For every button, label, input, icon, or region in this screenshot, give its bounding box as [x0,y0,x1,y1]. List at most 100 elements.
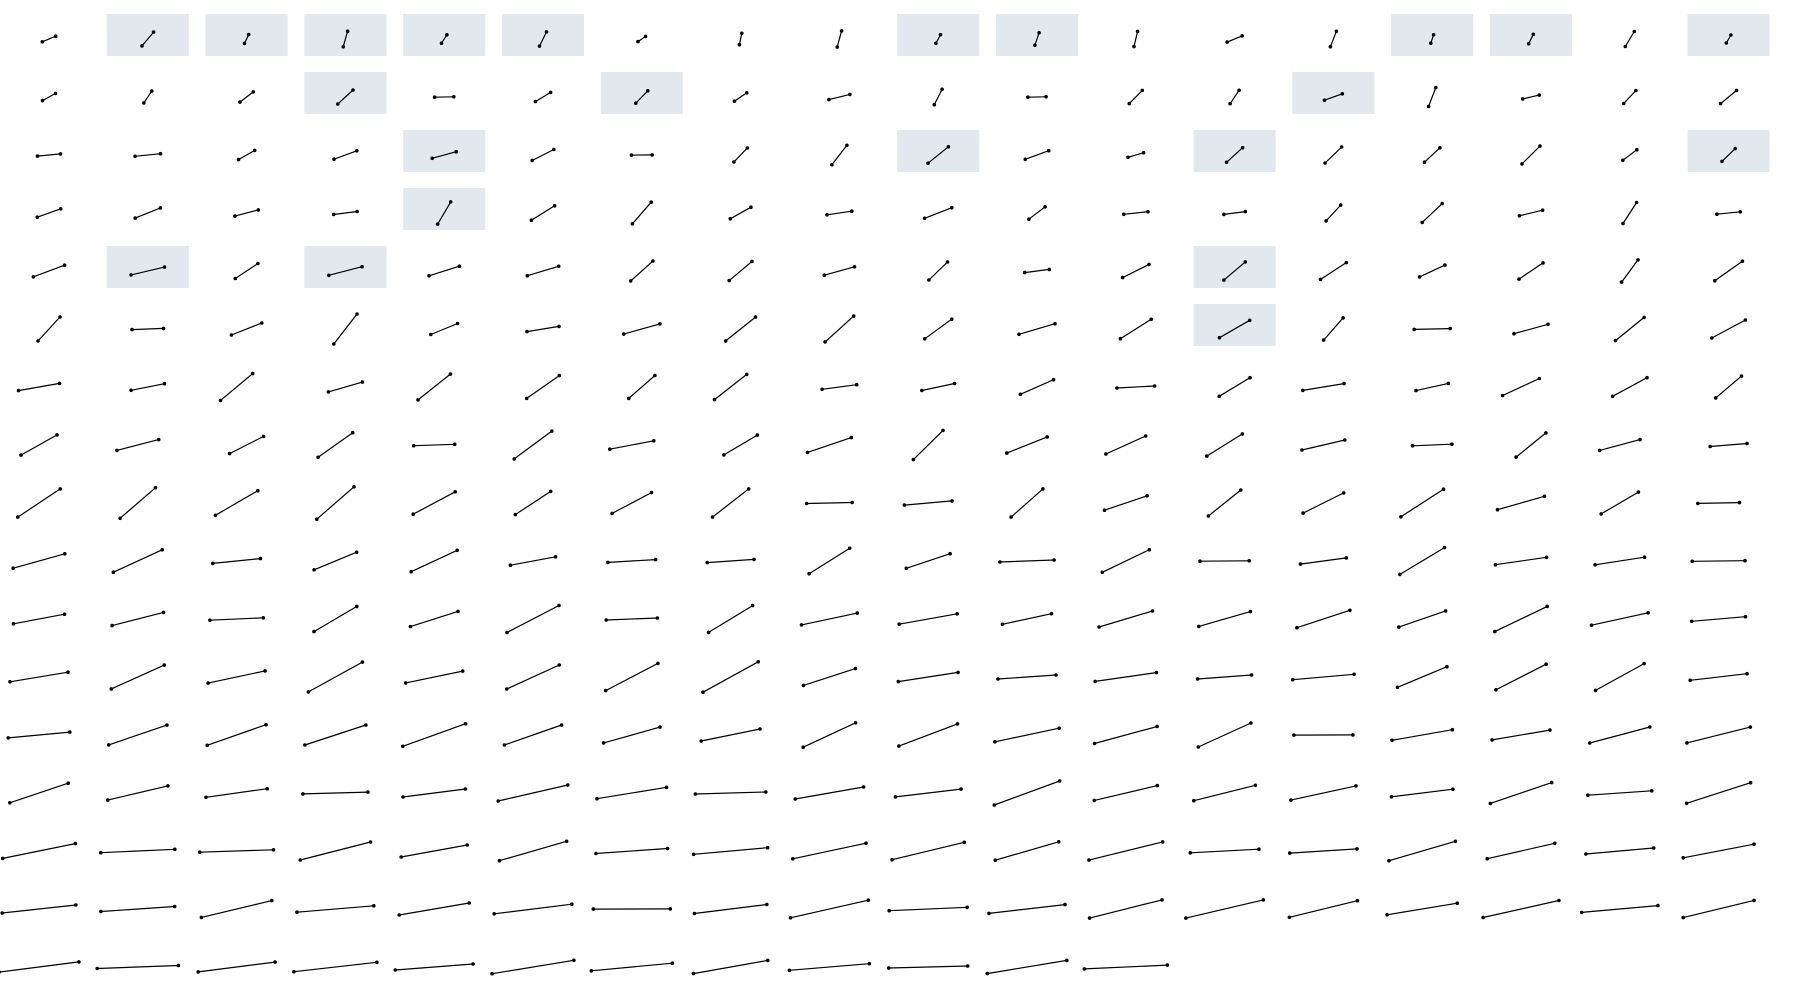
gesture-cell[interactable] [429,321,460,337]
gesture-cell[interactable] [1188,847,1261,855]
gesture-cell[interactable] [1206,488,1243,518]
gesture-cell[interactable] [799,611,860,627]
gesture-cell[interactable] [1387,839,1458,863]
gesture-cell[interactable] [1520,144,1542,166]
gesture-cell[interactable] [1318,260,1349,282]
gesture-cell[interactable] [998,558,1056,564]
gesture-cell[interactable] [1398,545,1447,577]
gesture-cell[interactable] [691,958,770,976]
gesture-cell[interactable] [1198,559,1251,563]
gesture-cell[interactable] [1126,150,1146,160]
gesture-cell[interactable] [1121,209,1150,217]
gesture-cell[interactable] [1290,672,1356,682]
gesture-cell[interactable] [801,721,858,749]
gesture-cell[interactable] [1193,304,1276,346]
gesture-cell[interactable] [40,91,58,103]
gesture-cell[interactable] [111,548,164,574]
gesture-cell[interactable] [825,209,854,217]
gesture-cell[interactable] [403,188,486,230]
gesture-cell[interactable] [1593,661,1646,693]
gesture-cell[interactable] [40,34,58,44]
gesture-cell[interactable] [197,848,276,854]
gesture-cell[interactable] [105,784,170,802]
gesture-cell[interactable] [911,428,945,462]
gesture-cell[interactable] [1390,727,1455,743]
gesture-cell[interactable] [1328,29,1339,49]
gesture-cell[interactable] [823,314,856,344]
gesture-cell[interactable] [211,556,263,566]
gesture-cell[interactable] [0,903,78,915]
gesture-cell[interactable] [1597,437,1642,453]
gesture-cell[interactable] [492,902,574,916]
gesture-cell[interactable] [1395,664,1449,690]
gesture-cell[interactable] [920,381,957,393]
gesture-cell[interactable] [95,963,181,971]
gesture-cell[interactable] [993,726,1061,744]
gesture-cell[interactable] [1490,728,1552,742]
gesture-cell[interactable] [722,433,760,457]
gesture-cell[interactable] [732,146,750,164]
gesture-cell[interactable] [985,958,1069,976]
gesture-cell[interactable] [902,499,954,507]
gesture-cell[interactable] [1586,789,1654,797]
gesture-cell[interactable] [1005,435,1049,455]
gesture-cell[interactable] [705,557,756,565]
gesture-cell[interactable] [1385,901,1460,917]
gesture-cell[interactable] [227,434,266,456]
gesture-cell[interactable] [1613,315,1646,343]
gesture-cell[interactable] [791,841,868,861]
gesture-cell[interactable] [606,557,658,565]
gesture-cell[interactable] [1022,267,1052,275]
gesture-cell[interactable] [1193,246,1276,288]
gesture-cell[interactable] [298,840,373,862]
gesture-cell[interactable] [301,790,370,796]
gesture-cell[interactable] [99,847,177,855]
gesture-cell[interactable] [692,902,769,916]
gesture-cell[interactable] [304,72,387,114]
gesture-cell[interactable] [206,669,267,685]
gesture-cell[interactable] [728,205,753,221]
gesture-cell[interactable] [1520,93,1542,101]
gesture-cell[interactable] [1115,384,1157,390]
gesture-cell[interactable] [710,487,751,519]
gesture-cell[interactable] [1485,841,1557,861]
gesture-cell[interactable] [1009,487,1045,519]
gesture-cell[interactable] [399,843,470,859]
gesture-cell[interactable] [205,722,268,748]
gesture-cell[interactable] [589,961,675,973]
gesture-cell[interactable] [109,663,167,691]
gesture-cell[interactable] [1389,787,1455,799]
gesture-cell[interactable] [530,147,556,163]
gesture-cell[interactable] [505,663,561,691]
gesture-cell[interactable] [1621,88,1638,106]
gesture-cell[interactable] [897,14,980,56]
gesture-cell[interactable] [604,616,660,622]
gesture-cell[interactable] [1195,673,1254,681]
gesture-cell[interactable] [15,487,62,519]
gesture-cell[interactable] [1321,316,1345,342]
gesture-cell[interactable] [133,151,163,159]
gesture-cell[interactable] [213,488,260,518]
gesture-cell[interactable] [629,153,654,157]
gesture-cell[interactable] [699,727,762,743]
gesture-cell[interactable] [11,612,67,626]
gesture-cell[interactable] [1301,381,1346,393]
gesture-cell[interactable] [36,315,62,343]
gesture-cell[interactable] [1417,263,1447,279]
gesture-cell[interactable] [1713,374,1744,400]
gesture-cell[interactable] [1517,208,1545,218]
gesture-cell[interactable] [621,322,662,336]
gesture-cell[interactable] [1681,842,1756,860]
gesture-cell[interactable] [1689,614,1748,624]
gesture-cell[interactable] [316,430,355,460]
gesture-cell[interactable] [1023,148,1051,162]
gesture-cell[interactable] [1514,431,1548,459]
gesture-cell[interactable] [1292,72,1375,114]
gesture-cell[interactable] [6,730,72,740]
gesture-cell[interactable] [106,14,189,56]
gesture-cell[interactable] [106,723,169,747]
gesture-cell[interactable] [601,725,662,745]
gesture-cell[interactable] [401,721,468,749]
gesture-cell[interactable] [1493,555,1549,567]
gesture-cell[interactable] [1197,609,1253,629]
